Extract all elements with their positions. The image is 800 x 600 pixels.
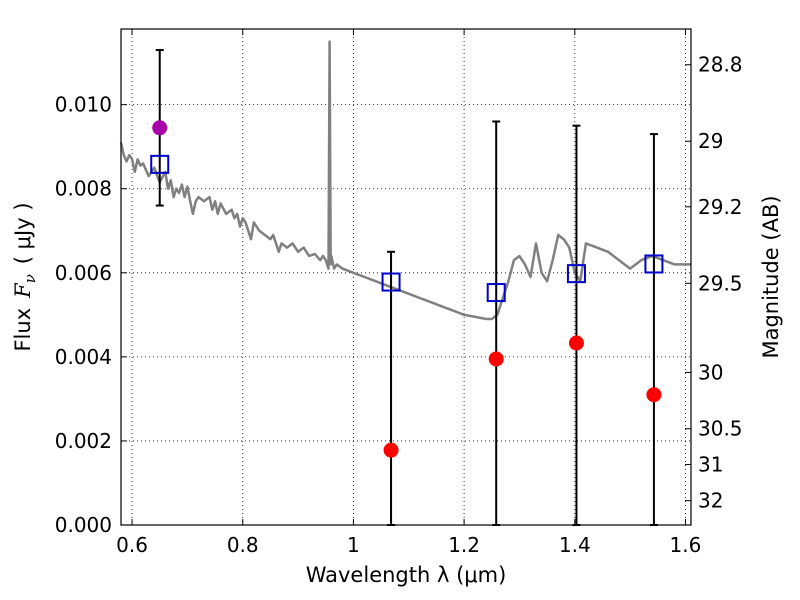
x-tick-label: 1.4: [559, 533, 591, 557]
model-square-marker: [381, 272, 401, 292]
y-axis: 0.000 0.002 0.004 0.006 0.008 0.010: [55, 93, 127, 537]
y2-tick-label: 30: [698, 360, 723, 384]
y2-tick-label: 28.8: [698, 53, 743, 77]
y-tick-label: 0.008: [55, 177, 112, 201]
y2-tick-label: 31: [698, 452, 723, 476]
y-axis-label: Flux Fν ( μJy ): [11, 202, 39, 351]
y2-tick-label: 29.2: [698, 195, 743, 219]
y-tick-label: 0.004: [55, 345, 112, 369]
y-tick-label: 0.000: [55, 513, 112, 537]
y-axis-label-text: Flux: [11, 308, 35, 352]
x-tick-label: 0.8: [227, 533, 259, 557]
x-axis-label: Wavelength λ (μm): [306, 563, 507, 587]
y2-axis: 28.8 29 29.2 29.5 30 30.5 31 32: [685, 53, 743, 513]
model-square-marker: [644, 254, 664, 274]
x-tick-label: 1.2: [448, 533, 480, 557]
flux-point-marker: [646, 387, 662, 403]
x-tick-label: 1.6: [670, 533, 702, 557]
model-square-marker: [566, 264, 586, 284]
spectrum-line: [119, 40, 691, 321]
y2-tick-label: 29.5: [698, 271, 743, 295]
y2-tick-label: 29: [698, 129, 723, 153]
plot-frame: [120, 28, 692, 526]
flux-point-marker: [568, 335, 584, 351]
grid: [121, 29, 691, 526]
flux-point-marker: [152, 120, 168, 136]
y2-axis-label: Magnitude (AB): [759, 195, 783, 358]
x-axis: 0.6 0.8 1 1.2 1.4 1.6: [116, 29, 701, 557]
y-tick-label: 0.006: [55, 261, 112, 285]
plot-series: [119, 40, 691, 526]
flux-point-marker: [488, 351, 504, 367]
y-tick-label: 0.010: [55, 93, 112, 117]
x-tick-label: 0.6: [116, 533, 148, 557]
y2-tick-label: 30.5: [698, 417, 743, 441]
x-tick-label: 1: [347, 533, 360, 557]
flux-point-marker: [383, 442, 399, 458]
model-square-marker: [486, 283, 506, 303]
y-axis-label-subscript: ν: [21, 274, 39, 283]
model-square-marker: [150, 154, 170, 174]
y2-tick-label: 32: [698, 489, 723, 513]
y-axis-label-symbol: F: [11, 282, 35, 299]
y-axis-label-unit: ( μJy ): [11, 202, 35, 264]
y-tick-label: 0.002: [55, 429, 112, 453]
